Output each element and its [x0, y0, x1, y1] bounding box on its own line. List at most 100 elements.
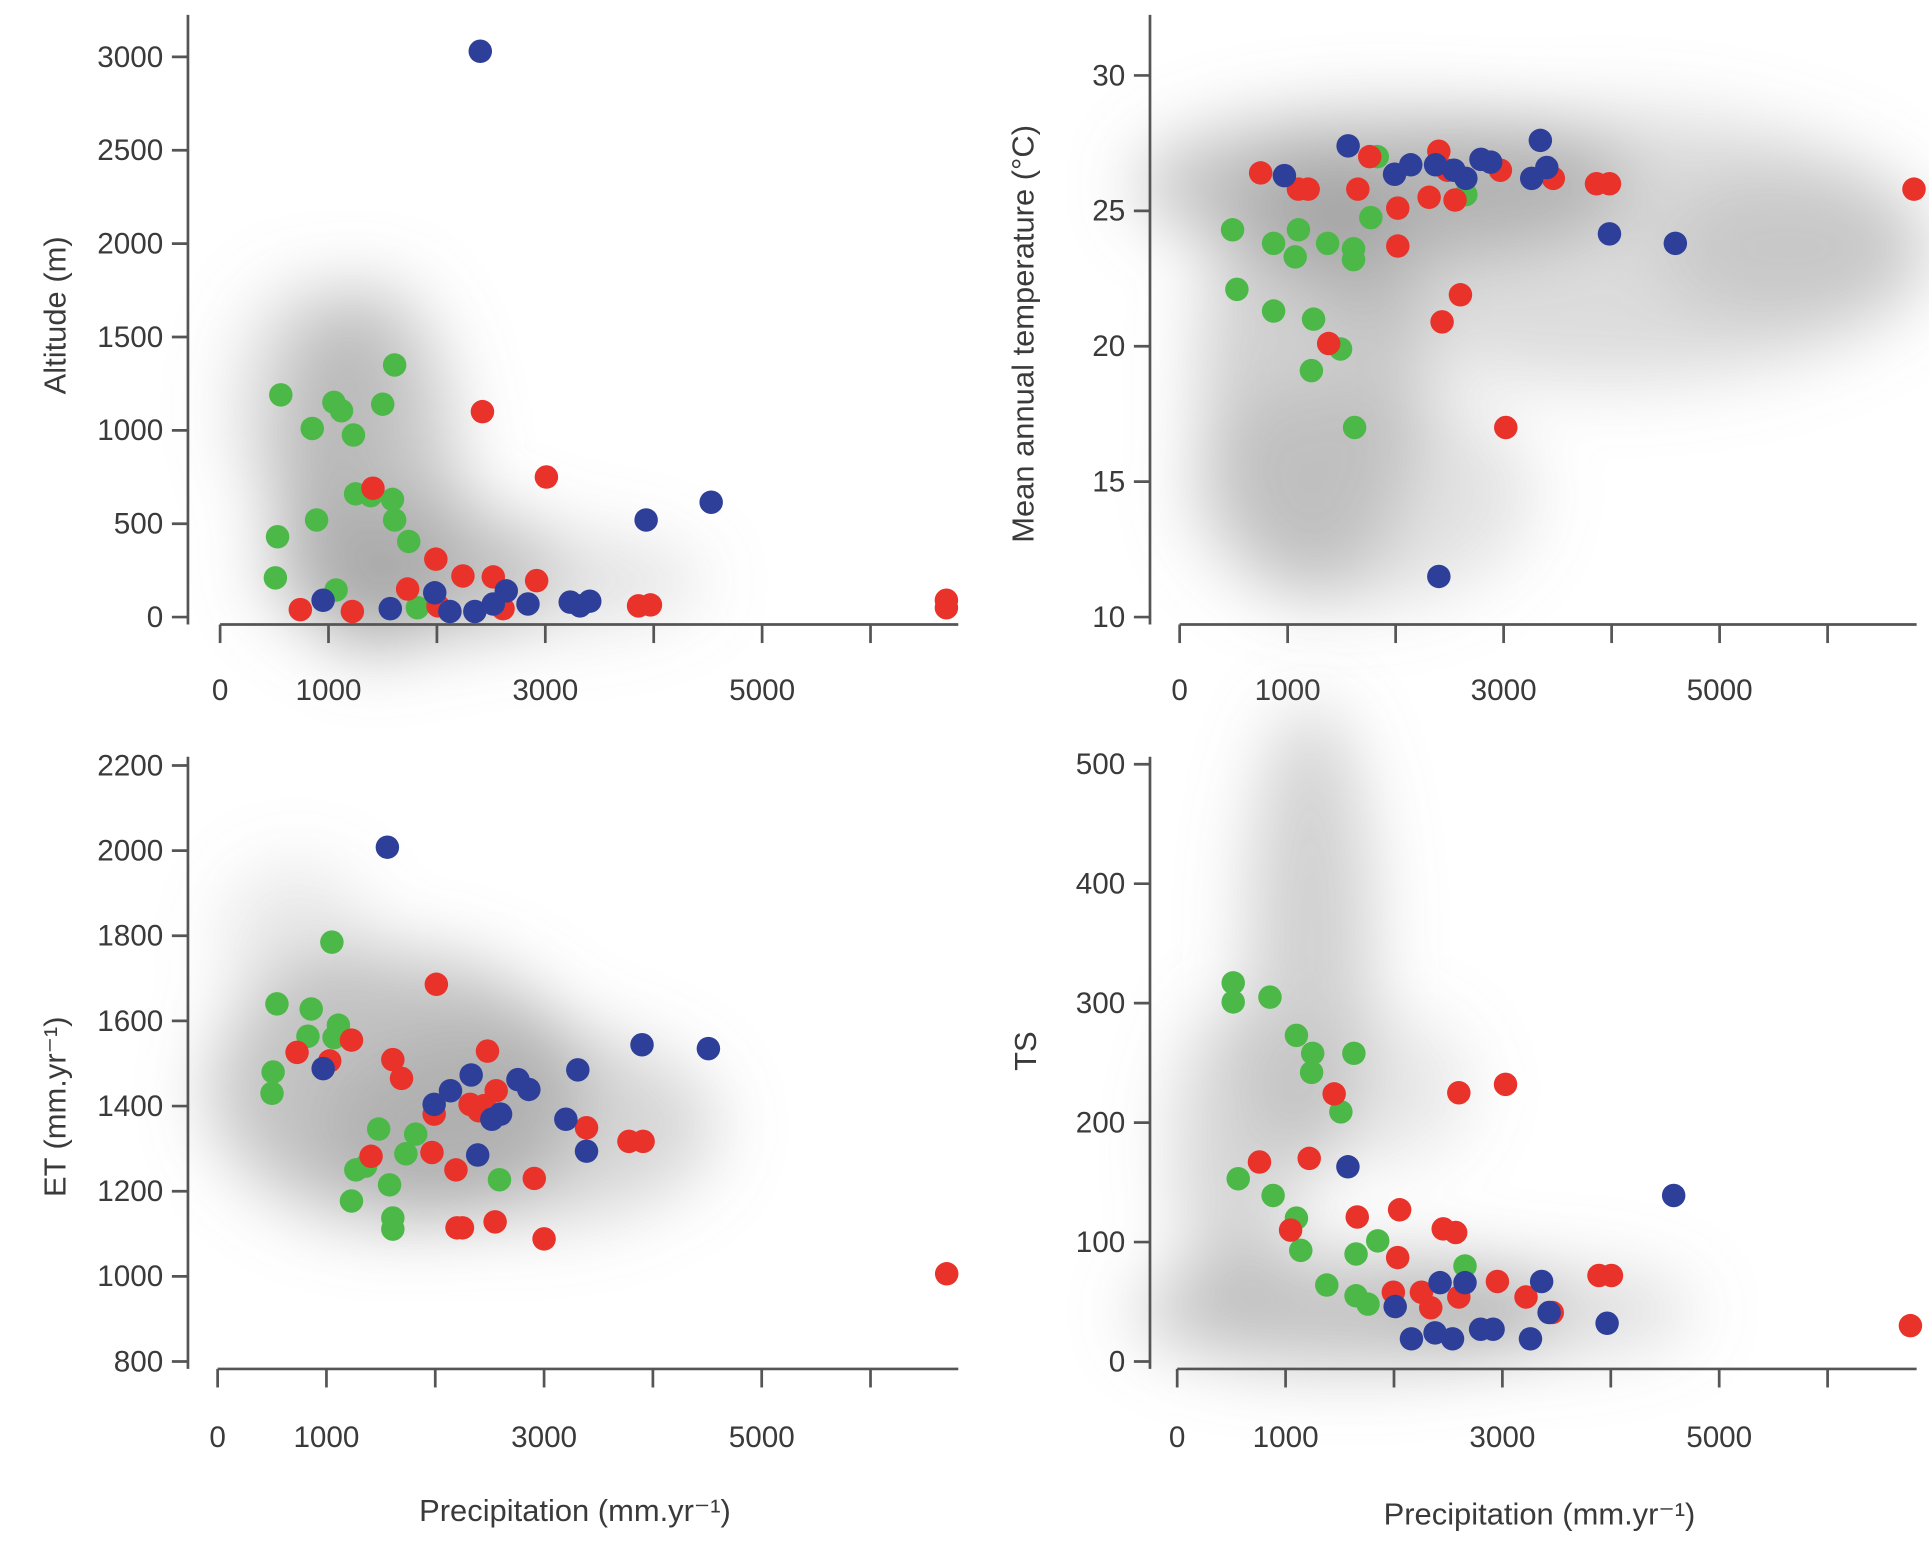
- data-point: [1300, 1041, 1325, 1066]
- data-point: [269, 383, 293, 407]
- data-point: [1359, 205, 1383, 230]
- data-point: [403, 1122, 428, 1146]
- data-point: [1221, 990, 1245, 1014]
- x-tick-label: 1000: [296, 674, 362, 707]
- data-point: [424, 972, 449, 997]
- density-blob: [1298, 1014, 1472, 1163]
- panel-2: 10 15 20 25 30 0 1000 3000 5000 Mean annual tempe…: [1006, 14, 1929, 707]
- data-point: [524, 568, 549, 593]
- y-tick-label: 1500: [97, 321, 163, 354]
- x-tick-label: 5000: [1686, 1421, 1752, 1454]
- data-point: [395, 577, 420, 601]
- data-point: [1514, 1285, 1538, 1309]
- x-tick-label: 3000: [511, 1421, 577, 1454]
- data-point: [1417, 185, 1441, 210]
- series-0: [1221, 971, 1477, 1316]
- data-point: [420, 1140, 444, 1165]
- data-point: [1454, 166, 1478, 191]
- data-point: [322, 1025, 346, 1050]
- data-point: [1481, 1317, 1505, 1342]
- data-point: [304, 508, 329, 532]
- data-point: [1261, 231, 1286, 256]
- y-tick-label: 20: [1092, 330, 1125, 363]
- panel-1: 0 500 1000 1500 2000 2500 3000 0 1000 3000 5000 Alt…: [38, 14, 959, 707]
- y-axis-label: Altitude (m): [38, 236, 73, 394]
- data-point: [1365, 1229, 1390, 1253]
- density-blob: [1174, 1001, 1299, 1299]
- data-point: [381, 1217, 405, 1241]
- y-tick-label: 1600: [97, 1005, 163, 1038]
- y-tick-label: 2000: [97, 228, 163, 261]
- data-point: [1599, 1263, 1624, 1288]
- y-tick-label: 25: [1092, 195, 1125, 228]
- data-point: [517, 1077, 541, 1102]
- data-point: [422, 1092, 446, 1117]
- data-point: [1322, 1082, 1346, 1106]
- series-2: [1336, 1155, 1686, 1351]
- data-point: [463, 599, 487, 624]
- series-2: [311, 39, 723, 624]
- data-point: [1284, 1023, 1309, 1048]
- data-point: [389, 1066, 414, 1091]
- data-point: [631, 1129, 655, 1154]
- data-point: [1443, 188, 1467, 212]
- data-point: [1528, 128, 1553, 153]
- data-point: [494, 579, 519, 603]
- data-point: [300, 416, 324, 441]
- data-point: [396, 529, 421, 554]
- data-point: [339, 1189, 364, 1213]
- data-point: [1226, 1166, 1250, 1191]
- data-point: [311, 588, 335, 613]
- density-blob: [1187, 383, 1534, 606]
- data-point: [1447, 1080, 1471, 1105]
- data-point: [1315, 231, 1340, 256]
- data-point: [470, 399, 495, 424]
- data-point: [1418, 1296, 1443, 1320]
- data-point: [1357, 144, 1382, 169]
- data-point: [1399, 1327, 1424, 1351]
- y-tick-label: 500: [114, 508, 163, 541]
- data-point: [380, 487, 405, 512]
- data-point: [488, 1102, 513, 1126]
- y-tick-label: 800: [114, 1345, 163, 1378]
- data-point: [1443, 1220, 1468, 1245]
- data-point: [522, 1166, 547, 1191]
- y-tick-label: 10: [1092, 601, 1125, 634]
- y-tick-label: 15: [1092, 466, 1125, 499]
- y-tick-label: 1200: [97, 1175, 163, 1208]
- data-point: [1427, 564, 1451, 589]
- data-point: [444, 1158, 468, 1182]
- data-point: [1248, 161, 1273, 185]
- data-point: [394, 1141, 418, 1166]
- y-tick-label: 30: [1092, 59, 1125, 92]
- data-point: [634, 508, 658, 532]
- data-point: [340, 599, 365, 624]
- data-point: [1286, 218, 1311, 242]
- data-point: [1346, 177, 1370, 201]
- data-point: [438, 1078, 463, 1103]
- y-axis-label: ET (mm.yr⁻¹): [38, 1016, 73, 1197]
- y-tick-label: 200: [1076, 1106, 1125, 1139]
- y-axis-label: Mean annual temperature (°C): [1006, 125, 1041, 543]
- data-point: [1440, 1327, 1465, 1351]
- data-point: [422, 581, 447, 605]
- data-point: [934, 1262, 959, 1286]
- x-tick-label: 0: [1171, 674, 1187, 707]
- data-point: [1344, 1242, 1368, 1266]
- panel-3: 800 1000 1200 1400 1600 1800 2000 2200 0 1000 3000…: [38, 749, 959, 1528]
- data-point: [382, 508, 407, 532]
- data-point: [1597, 222, 1622, 246]
- x-tick-label: 0: [212, 674, 228, 707]
- data-point: [1336, 134, 1360, 158]
- y-tick-label: 0: [1109, 1345, 1125, 1378]
- y-tick-label: 300: [1076, 987, 1125, 1020]
- y-tick-label: 3000: [97, 41, 163, 74]
- data-point: [1289, 1238, 1313, 1263]
- data-point: [1661, 1183, 1686, 1208]
- data-point: [329, 398, 354, 423]
- data-point: [1485, 1269, 1510, 1294]
- data-point: [1299, 1060, 1324, 1085]
- data-point: [1341, 247, 1366, 272]
- data-point: [1478, 150, 1503, 174]
- data-point: [1247, 1150, 1272, 1174]
